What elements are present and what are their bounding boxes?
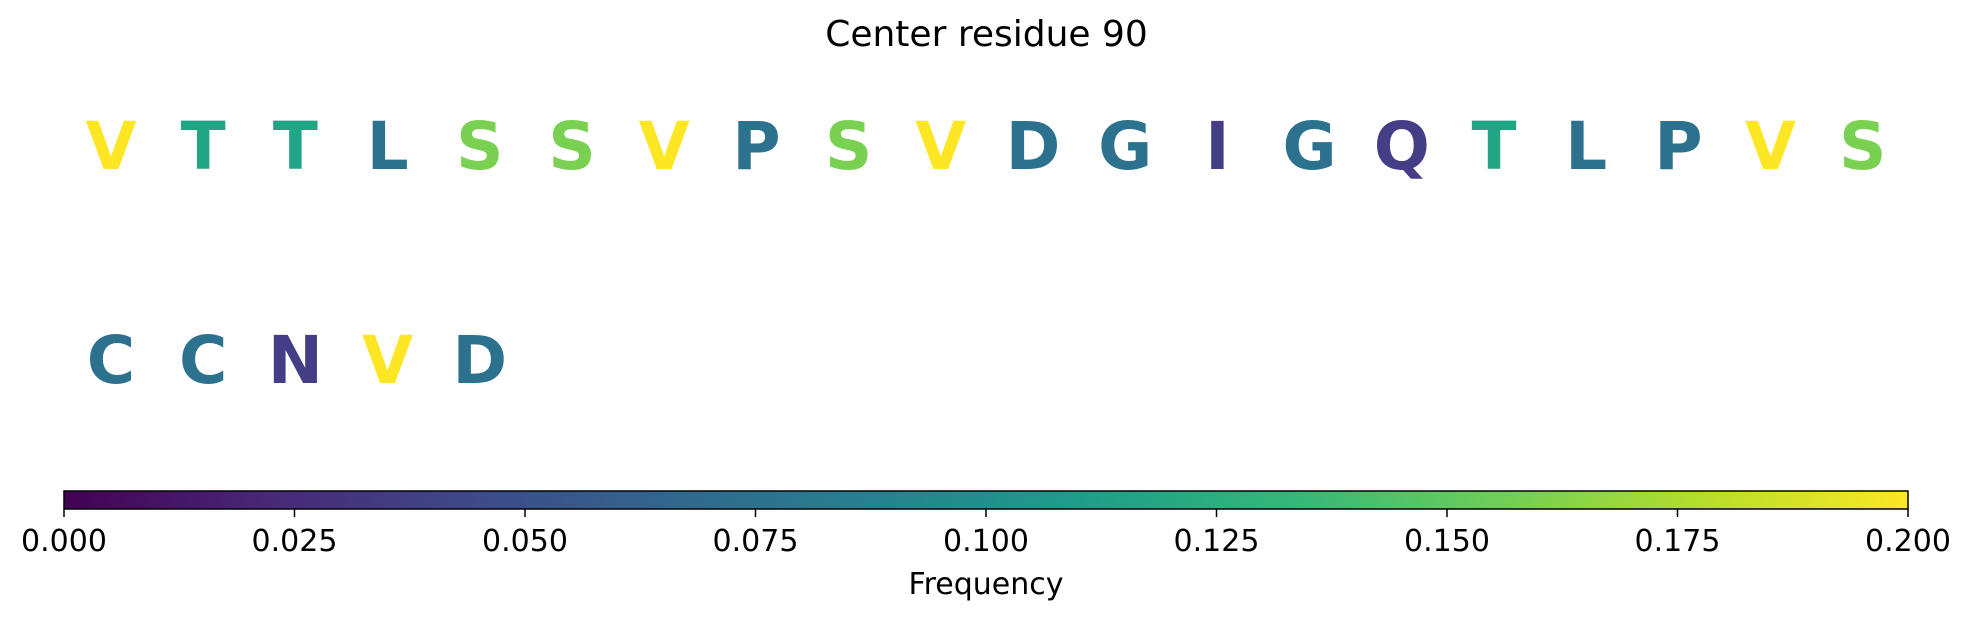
residue-letter: S xyxy=(824,108,873,185)
residue-letter: D xyxy=(1005,108,1061,185)
residue-letter: D xyxy=(452,322,508,399)
colorbar-tick-label: 0.200 xyxy=(1865,524,1951,559)
colorbar-gradient xyxy=(63,490,1909,510)
colorbar-tick-label: 0.000 xyxy=(21,524,107,559)
residue-letter: T xyxy=(1471,108,1517,185)
colorbar-tick-label: 0.025 xyxy=(252,524,338,559)
colorbar-tick-label: 0.175 xyxy=(1635,524,1721,559)
residue-letter: V xyxy=(638,108,690,185)
residue-letter: P xyxy=(1654,108,1703,185)
residue-letter: N xyxy=(267,322,324,399)
residue-letter: I xyxy=(1205,108,1230,185)
residue-letter: T xyxy=(180,108,226,185)
residue-letter: V xyxy=(1745,108,1797,185)
residue-letter: P xyxy=(732,108,781,185)
residue-letter: L xyxy=(366,108,409,185)
colorbar-tick-label: 0.125 xyxy=(1174,524,1260,559)
colorbar-tick-label: 0.150 xyxy=(1404,524,1490,559)
residue-letter: S xyxy=(548,108,596,185)
residue-letter: S xyxy=(456,108,504,185)
residue-letter: V xyxy=(85,108,137,185)
residue-letter: V xyxy=(362,322,414,399)
colorbar-tick-label: 0.100 xyxy=(943,524,1029,559)
chart-title: Center residue 90 xyxy=(825,14,1148,55)
residue-letter: S xyxy=(1839,108,1887,185)
residue-letter: L xyxy=(1565,108,1608,185)
colorbar-ticks: 0.000 0.025 0.050 0.075 0.100 0.125 0.150 0.175… xyxy=(21,509,1951,559)
residue-letter: V xyxy=(915,108,967,185)
residue-letter: C xyxy=(86,322,136,399)
residue-letter: Q xyxy=(1373,108,1430,185)
colorbar-tick-label: 0.050 xyxy=(482,524,568,559)
colorbar-label: Frequency xyxy=(909,567,1064,602)
residue-letter: G xyxy=(1098,108,1153,185)
residue-letter: T xyxy=(272,108,318,185)
residue-letter: G xyxy=(1282,108,1337,185)
colorbar-tick-label: 0.075 xyxy=(713,524,799,559)
residue-letter: C xyxy=(178,322,228,399)
